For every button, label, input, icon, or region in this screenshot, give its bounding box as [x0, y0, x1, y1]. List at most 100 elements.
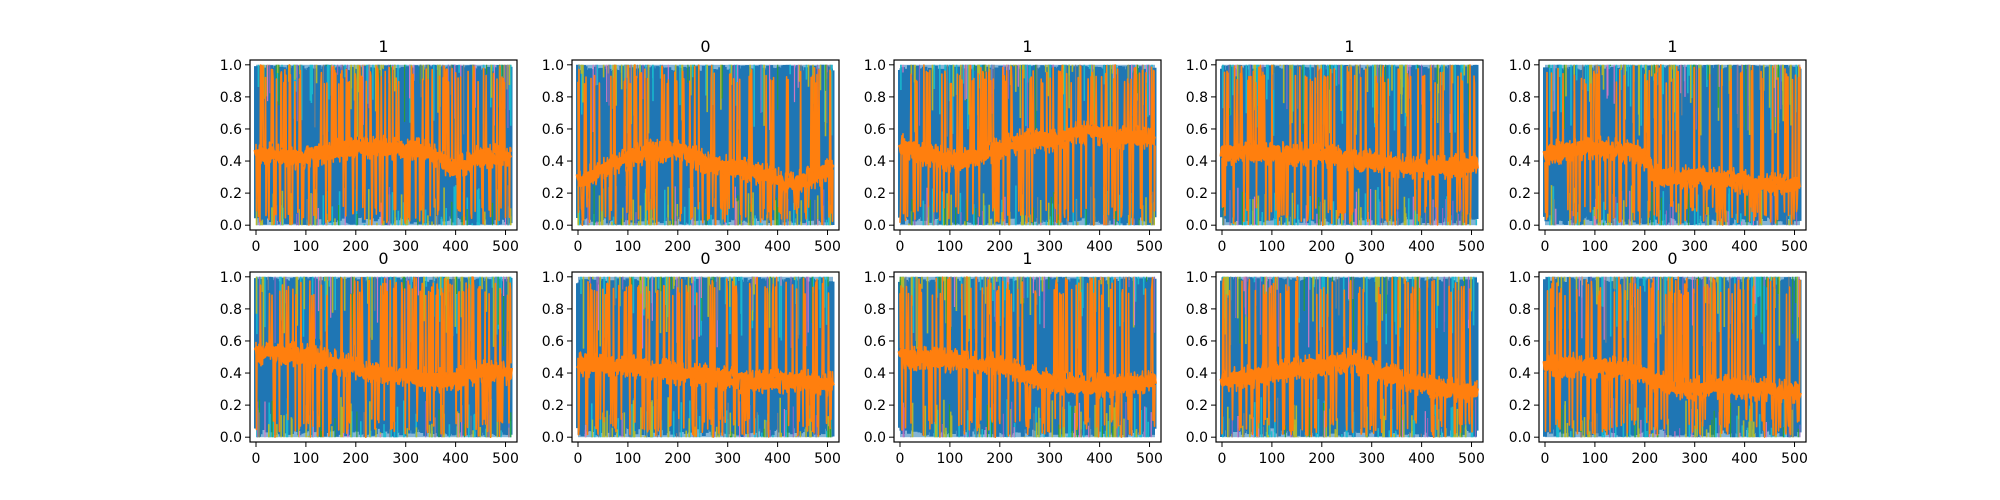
x-tick-label: 0 — [1218, 451, 1227, 467]
subplot-title: 1 — [1667, 37, 1677, 56]
x-tick-label: 400 — [1086, 451, 1113, 467]
x-tick-label: 0 — [1541, 239, 1550, 255]
x-tick-label: 300 — [1036, 239, 1063, 255]
x-tick-label: 400 — [1408, 239, 1435, 255]
axes-frame — [571, 59, 840, 231]
x-tick-label: 0 — [1541, 451, 1550, 467]
x-tick-label: 300 — [392, 451, 419, 467]
x-tick-label: 300 — [714, 239, 741, 255]
x-tick-label: 200 — [664, 451, 691, 467]
x-tick-label: 100 — [1259, 451, 1286, 467]
y-tick-label: 0.8 — [220, 302, 242, 318]
x-tick-label: 500 — [1781, 451, 1808, 467]
y-tick-label: 0.2 — [1509, 398, 1531, 414]
series-orange-core — [1542, 140, 1802, 194]
subplot-6: 0 100 200 300 400 500 0.0 0.2 0.4 0.6 0.8 1.0 0 — [220, 249, 519, 467]
y-tick-label: 1.0 — [542, 270, 564, 286]
series-accent-6 — [1228, 276, 1450, 438]
y-tick-label: 0.6 — [864, 122, 886, 138]
y-tick-label: 0.8 — [864, 90, 886, 106]
subplot-title: 0 — [700, 249, 710, 268]
axes-frame — [1538, 271, 1807, 443]
x-tick-label: 400 — [442, 239, 469, 255]
x-tick-label: 400 — [1731, 451, 1758, 467]
x-tick-label: 300 — [714, 451, 741, 467]
plot-area — [253, 276, 513, 439]
x-tick-label: 200 — [1631, 239, 1658, 255]
x-tick-label: 500 — [1136, 239, 1163, 255]
y-tick-label: 0.2 — [1509, 186, 1531, 202]
subplot-3: 0 100 200 300 400 500 0.0 0.2 0.4 0.6 0.8 1.0 1 — [864, 37, 1163, 255]
y-tick-label: 1.0 — [1509, 58, 1531, 74]
x-tick-label: 100 — [293, 451, 320, 467]
x-tick-label: 100 — [1582, 451, 1609, 467]
y-tick-label: 0.2 — [542, 398, 564, 414]
y-tick-label: 0.6 — [1186, 122, 1208, 138]
x-tick-label: 200 — [986, 239, 1013, 255]
subplot-title: 1 — [1022, 249, 1032, 268]
y-tick-label: 1.0 — [1186, 58, 1208, 74]
y-tick-label: 0.8 — [542, 302, 564, 318]
x-tick-label: 100 — [937, 239, 964, 255]
x-tick-label: 500 — [1781, 239, 1808, 255]
x-tick-label: 500 — [1458, 451, 1485, 467]
y-tick-label: 1.0 — [864, 58, 886, 74]
x-tick-label: 100 — [293, 239, 320, 255]
x-tick-label: 100 — [937, 451, 964, 467]
series-orange-core — [576, 356, 835, 392]
x-tick-label: 200 — [986, 451, 1013, 467]
series-accent-6 — [1554, 276, 1794, 438]
subplot-8: 0 100 200 300 400 500 0.0 0.2 0.4 0.6 0.8 1.0 1 — [864, 249, 1163, 467]
x-tick-label: 400 — [1731, 239, 1758, 255]
x-tick-label: 300 — [1358, 451, 1385, 467]
series-orange-core — [1542, 356, 1802, 401]
x-tick-label: 100 — [1582, 239, 1609, 255]
y-tick-label: 0.2 — [1186, 186, 1208, 202]
y-tick-label: 0.4 — [220, 366, 242, 382]
axes-frame — [249, 271, 518, 443]
y-tick-label: 0.4 — [1509, 154, 1531, 170]
y-tick-label: 0.6 — [1509, 334, 1531, 350]
y-tick-label: 1.0 — [1509, 270, 1531, 286]
x-tick-label: 500 — [492, 239, 519, 255]
plot-area — [897, 64, 1157, 226]
series-orange-core — [1219, 353, 1479, 401]
y-tick-label: 0.0 — [542, 218, 564, 234]
x-tick-label: 400 — [1086, 239, 1113, 255]
x-tick-label: 500 — [814, 451, 841, 467]
y-tick-label: 1.0 — [220, 58, 242, 74]
series-orange — [899, 276, 1156, 439]
y-tick-label: 0.4 — [864, 154, 886, 170]
y-tick-label: 0.0 — [864, 430, 886, 446]
x-tick-label: 200 — [1308, 451, 1335, 467]
axes-frame — [249, 59, 518, 231]
y-tick-label: 0.4 — [220, 154, 242, 170]
y-tick-label: 0.8 — [1509, 90, 1531, 106]
subplot-7: 0 100 200 300 400 500 0.0 0.2 0.4 0.6 0.8 1.0 0 — [542, 249, 841, 467]
subplot-title: 0 — [1667, 249, 1677, 268]
y-tick-label: 0.8 — [864, 302, 886, 318]
y-tick-label: 0.2 — [220, 398, 242, 414]
series-orange-core — [1219, 144, 1479, 176]
y-tick-label: 0.0 — [1186, 430, 1208, 446]
y-tick-label: 0.2 — [864, 398, 886, 414]
plot-area — [897, 276, 1157, 439]
subplot-title: 1 — [1022, 37, 1032, 56]
subplot-title: 1 — [378, 37, 388, 56]
x-tick-label: 500 — [814, 239, 841, 255]
subplot-title: 0 — [1344, 249, 1354, 268]
subplot-title: 0 — [378, 249, 388, 268]
plot-area — [1219, 64, 1479, 226]
y-tick-label: 0.4 — [542, 366, 564, 382]
x-tick-label: 0 — [252, 239, 261, 255]
x-tick-label: 0 — [574, 451, 583, 467]
y-tick-label: 0.0 — [542, 430, 564, 446]
y-tick-label: 0.0 — [1186, 218, 1208, 234]
y-tick-label: 0.4 — [1186, 366, 1208, 382]
x-tick-label: 300 — [1681, 239, 1708, 255]
plot-area — [1219, 275, 1479, 438]
y-tick-label: 0.2 — [864, 186, 886, 202]
series-orange-core — [253, 345, 513, 389]
y-tick-label: 0.0 — [1509, 430, 1531, 446]
axes-frame — [1215, 59, 1484, 231]
